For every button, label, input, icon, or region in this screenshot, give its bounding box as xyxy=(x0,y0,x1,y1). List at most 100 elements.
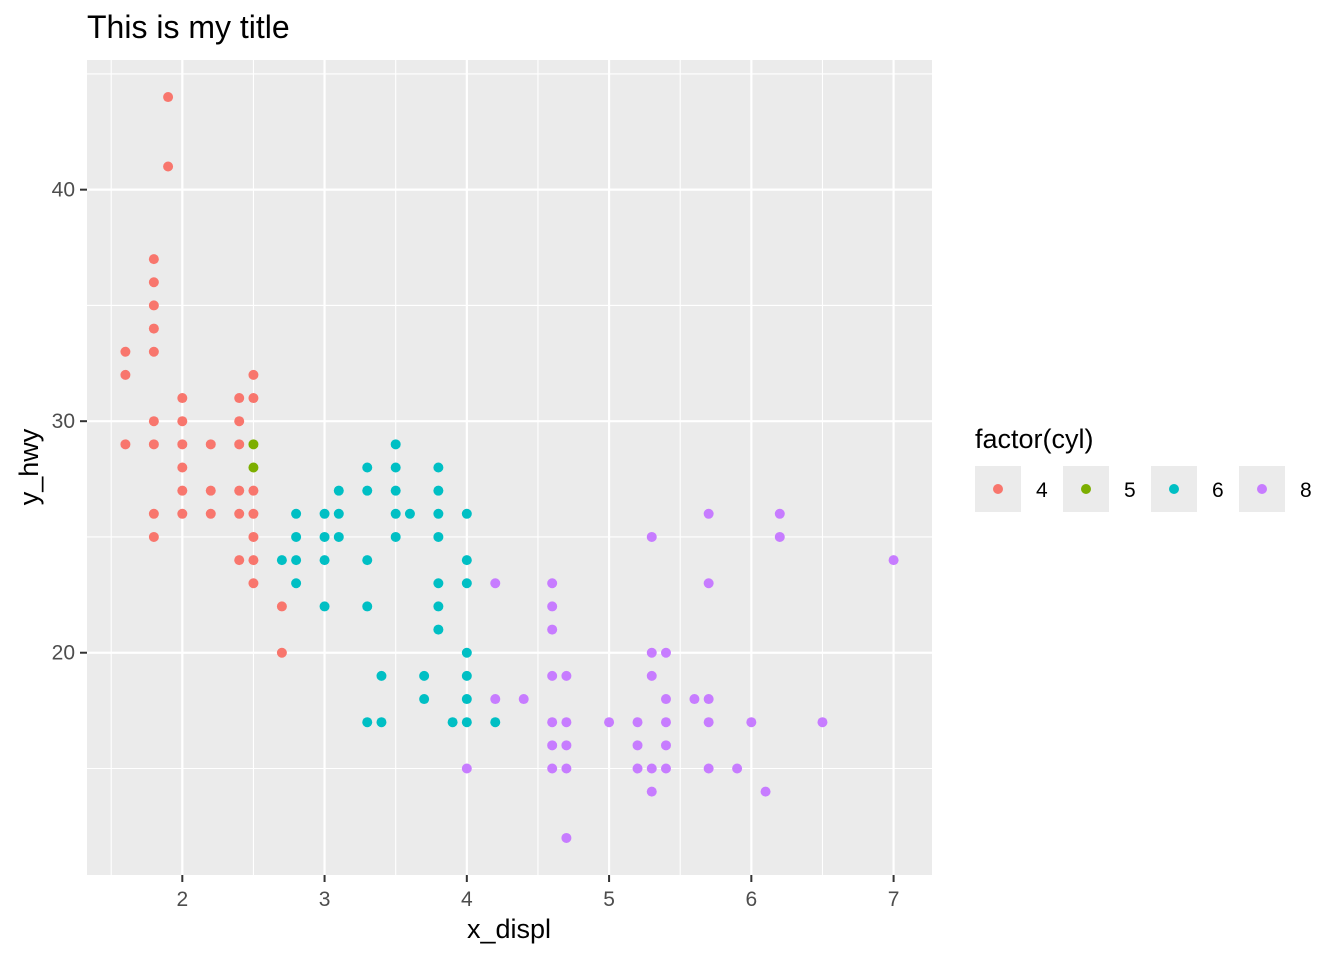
data-point-cyl-6 xyxy=(376,670,387,681)
data-point-cyl-6 xyxy=(319,601,330,612)
legend: factor(cyl) 4 5 6 8 xyxy=(975,424,1312,512)
data-point-cyl-6 xyxy=(461,694,472,705)
data-point-cyl-6 xyxy=(461,717,472,728)
data-point-cyl-6 xyxy=(333,531,344,542)
data-point-cyl-6 xyxy=(291,531,302,542)
data-point-cyl-5 xyxy=(248,462,259,473)
data-point-cyl-4 xyxy=(177,393,188,404)
legend-label-8: 8 xyxy=(1300,479,1312,502)
data-point-cyl-6 xyxy=(291,508,302,519)
data-point-cyl-4 xyxy=(205,439,216,450)
data-point-cyl-4 xyxy=(120,369,131,380)
data-point-cyl-6 xyxy=(362,601,373,612)
data-point-cyl-8 xyxy=(646,647,657,658)
data-point-cyl-8 xyxy=(689,694,700,705)
data-point-cyl-6 xyxy=(276,555,287,566)
x-tick-label: 3 xyxy=(319,888,331,911)
data-point-cyl-4 xyxy=(205,508,216,519)
data-point-cyl-6 xyxy=(333,485,344,496)
data-point-cyl-8 xyxy=(547,763,558,774)
x-tick-label: 4 xyxy=(461,888,473,911)
legend-label-5: 5 xyxy=(1124,479,1136,502)
data-point-cyl-6 xyxy=(433,531,444,542)
data-point-cyl-4 xyxy=(234,508,245,519)
data-point-cyl-6 xyxy=(390,439,401,450)
data-point-cyl-8 xyxy=(547,717,558,728)
legend-swatch-8 xyxy=(1257,484,1267,494)
x-axis-ticks: 2 3 4 5 6 7 xyxy=(176,875,899,911)
data-point-cyl-4 xyxy=(234,439,245,450)
data-point-cyl-4 xyxy=(148,346,159,357)
data-point-cyl-4 xyxy=(148,277,159,288)
data-point-cyl-8 xyxy=(547,578,558,589)
data-point-cyl-8 xyxy=(660,763,671,774)
data-point-cyl-8 xyxy=(732,763,743,774)
data-point-cyl-6 xyxy=(461,508,472,519)
data-point-cyl-4 xyxy=(148,508,159,519)
data-point-cyl-8 xyxy=(703,578,714,589)
data-point-cyl-6 xyxy=(490,717,501,728)
data-point-cyl-4 xyxy=(120,439,131,450)
data-point-cyl-8 xyxy=(646,786,657,797)
data-point-cyl-8 xyxy=(518,694,529,705)
data-point-cyl-8 xyxy=(888,555,899,566)
data-point-cyl-4 xyxy=(248,369,259,380)
y-axis-ticks: 20 30 40 xyxy=(52,179,87,665)
data-point-cyl-8 xyxy=(646,531,657,542)
x-tick-label: 2 xyxy=(176,888,188,911)
data-point-cyl-8 xyxy=(561,717,572,728)
data-point-cyl-6 xyxy=(461,670,472,681)
chart-title: This is my title xyxy=(87,9,290,45)
data-point-cyl-8 xyxy=(632,740,643,751)
data-point-cyl-4 xyxy=(163,161,174,172)
data-point-cyl-8 xyxy=(547,624,558,635)
data-point-cyl-8 xyxy=(547,670,558,681)
data-point-cyl-6 xyxy=(390,531,401,542)
data-point-cyl-4 xyxy=(276,601,287,612)
data-point-cyl-5 xyxy=(248,439,259,450)
data-point-cyl-8 xyxy=(817,717,828,728)
data-point-cyl-4 xyxy=(148,323,159,334)
data-point-cyl-8 xyxy=(646,763,657,774)
data-point-cyl-4 xyxy=(234,555,245,566)
data-point-cyl-4 xyxy=(248,578,259,589)
data-point-cyl-6 xyxy=(433,624,444,635)
data-point-cyl-4 xyxy=(248,485,259,496)
data-point-cyl-8 xyxy=(703,763,714,774)
data-point-cyl-8 xyxy=(547,601,558,612)
data-point-cyl-6 xyxy=(291,555,302,566)
data-point-cyl-6 xyxy=(362,462,373,473)
legend-label-6: 6 xyxy=(1212,479,1224,502)
data-point-cyl-8 xyxy=(774,508,785,519)
data-point-cyl-4 xyxy=(248,508,259,519)
x-tick-label: 5 xyxy=(603,888,615,911)
data-point-cyl-4 xyxy=(177,416,188,427)
data-point-cyl-6 xyxy=(362,717,373,728)
data-point-cyl-6 xyxy=(362,555,373,566)
data-point-cyl-8 xyxy=(660,694,671,705)
data-point-cyl-4 xyxy=(120,346,131,357)
data-point-cyl-8 xyxy=(561,763,572,774)
data-point-cyl-8 xyxy=(660,717,671,728)
data-point-cyl-6 xyxy=(319,555,330,566)
data-point-cyl-8 xyxy=(703,694,714,705)
x-tick-label: 6 xyxy=(745,888,757,911)
data-point-cyl-4 xyxy=(248,555,259,566)
data-point-cyl-6 xyxy=(433,578,444,589)
data-point-cyl-4 xyxy=(163,92,174,103)
y-tick-label: 30 xyxy=(52,410,75,433)
data-point-cyl-8 xyxy=(632,717,643,728)
data-point-cyl-8 xyxy=(746,717,757,728)
data-point-cyl-6 xyxy=(447,717,458,728)
grid-minor xyxy=(87,60,932,875)
data-point-cyl-6 xyxy=(390,508,401,519)
data-point-cyl-6 xyxy=(461,578,472,589)
legend-swatch-6 xyxy=(1169,484,1179,494)
data-point-cyl-4 xyxy=(248,531,259,542)
data-point-cyl-8 xyxy=(461,763,472,774)
data-point-cyl-6 xyxy=(390,485,401,496)
panel-background xyxy=(87,60,932,875)
data-point-cyl-4 xyxy=(177,462,188,473)
data-point-cyl-6 xyxy=(461,555,472,566)
